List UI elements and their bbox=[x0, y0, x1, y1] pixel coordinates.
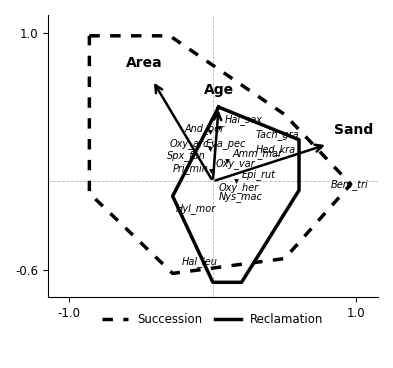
Text: Nys_mac: Nys_mac bbox=[219, 191, 263, 202]
Text: Amm_mar: Amm_mar bbox=[233, 148, 283, 159]
Text: Eva_pec: Eva_pec bbox=[206, 138, 246, 149]
Text: Oxy_her: Oxy_her bbox=[219, 182, 259, 193]
Text: Area: Area bbox=[126, 56, 162, 70]
Text: Bem_tri: Bem_tri bbox=[331, 179, 368, 190]
Text: Hal_leu: Hal_leu bbox=[181, 256, 217, 268]
Text: Hyl_mor: Hyl_mor bbox=[176, 203, 216, 214]
Text: Sand: Sand bbox=[334, 123, 373, 137]
Text: Oxy_var: Oxy_var bbox=[216, 159, 255, 169]
Text: Age: Age bbox=[204, 83, 234, 97]
Text: And_ber: And_ber bbox=[184, 123, 224, 134]
Legend: Succession, Reclamation: Succession, Reclamation bbox=[97, 308, 328, 331]
Text: Epi_rut: Epi_rut bbox=[242, 169, 275, 180]
Text: Pri_min: Pri_min bbox=[173, 163, 209, 174]
Text: Hed_kra: Hed_kra bbox=[256, 144, 296, 155]
Text: Spx_fun: Spx_fun bbox=[167, 150, 206, 160]
Text: Oxy_arc: Oxy_arc bbox=[170, 138, 209, 149]
Text: Tach_gra: Tach_gra bbox=[256, 129, 299, 140]
Text: Hal_sex: Hal_sex bbox=[224, 114, 262, 125]
